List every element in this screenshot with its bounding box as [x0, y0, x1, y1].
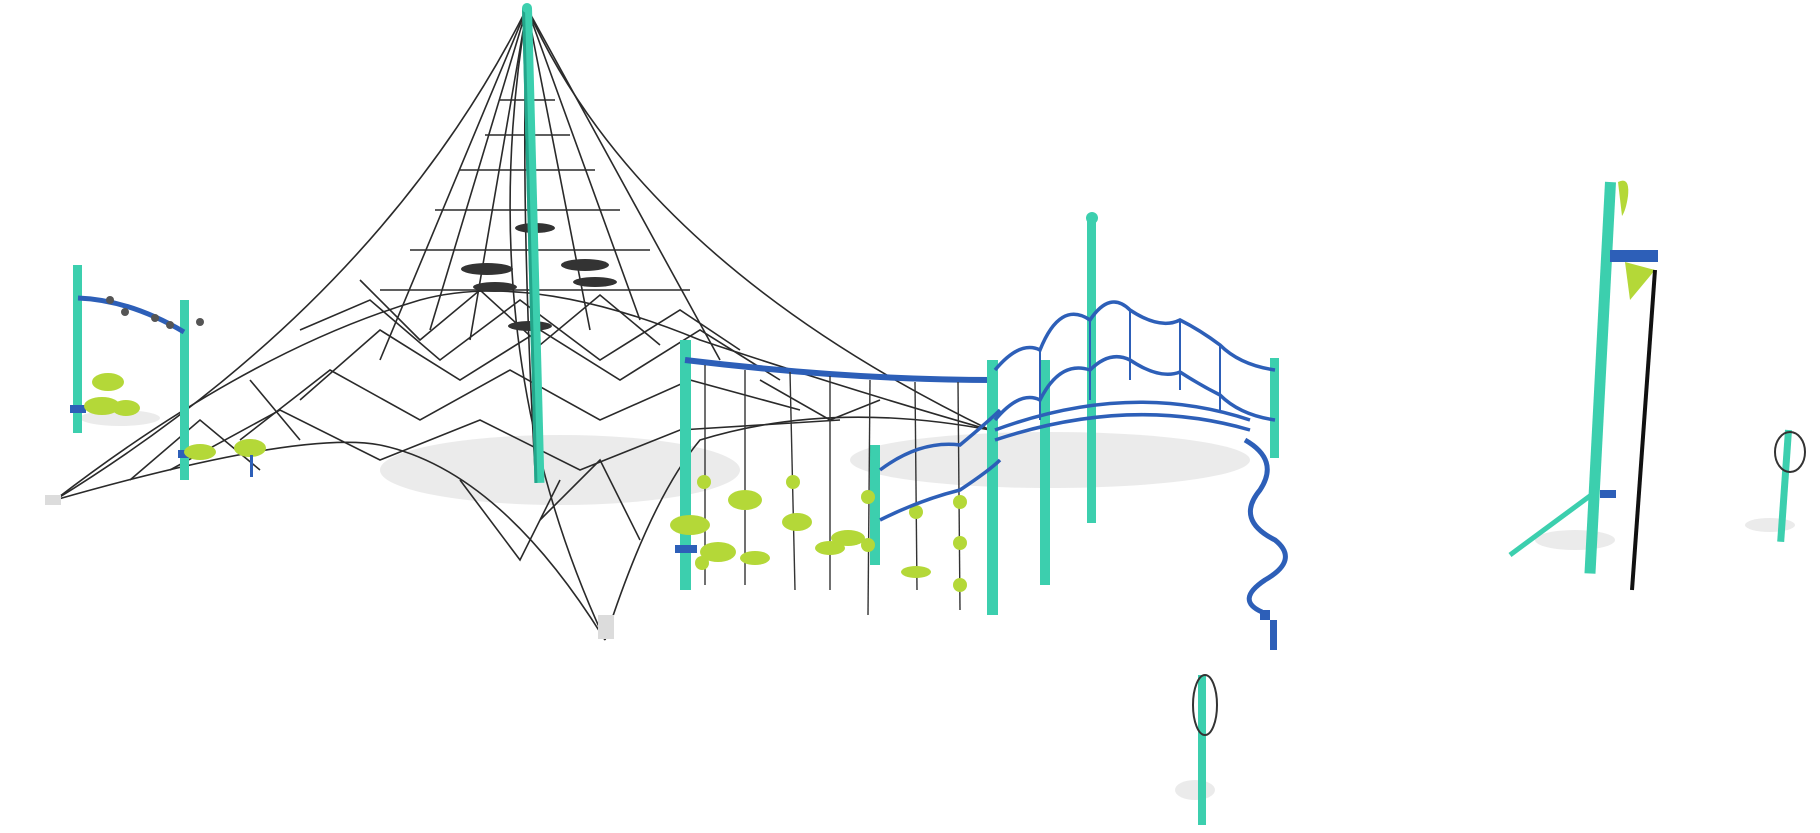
wavy-rail-bridge	[878, 212, 1279, 615]
net-anchors	[45, 495, 614, 639]
overhead-ladder-with-stepping-pods	[70, 265, 266, 480]
tall-post-with-rope	[1508, 180, 1658, 591]
spiral-pole	[1243, 437, 1288, 650]
ground-shadows	[80, 410, 1795, 800]
net-central-mast	[522, 3, 545, 483]
hanging-pod-traverse	[670, 340, 996, 616]
small-post-with-loop	[1774, 429, 1806, 543]
standalone-post-with-loop	[1192, 674, 1218, 825]
net-platforms	[461, 223, 617, 331]
